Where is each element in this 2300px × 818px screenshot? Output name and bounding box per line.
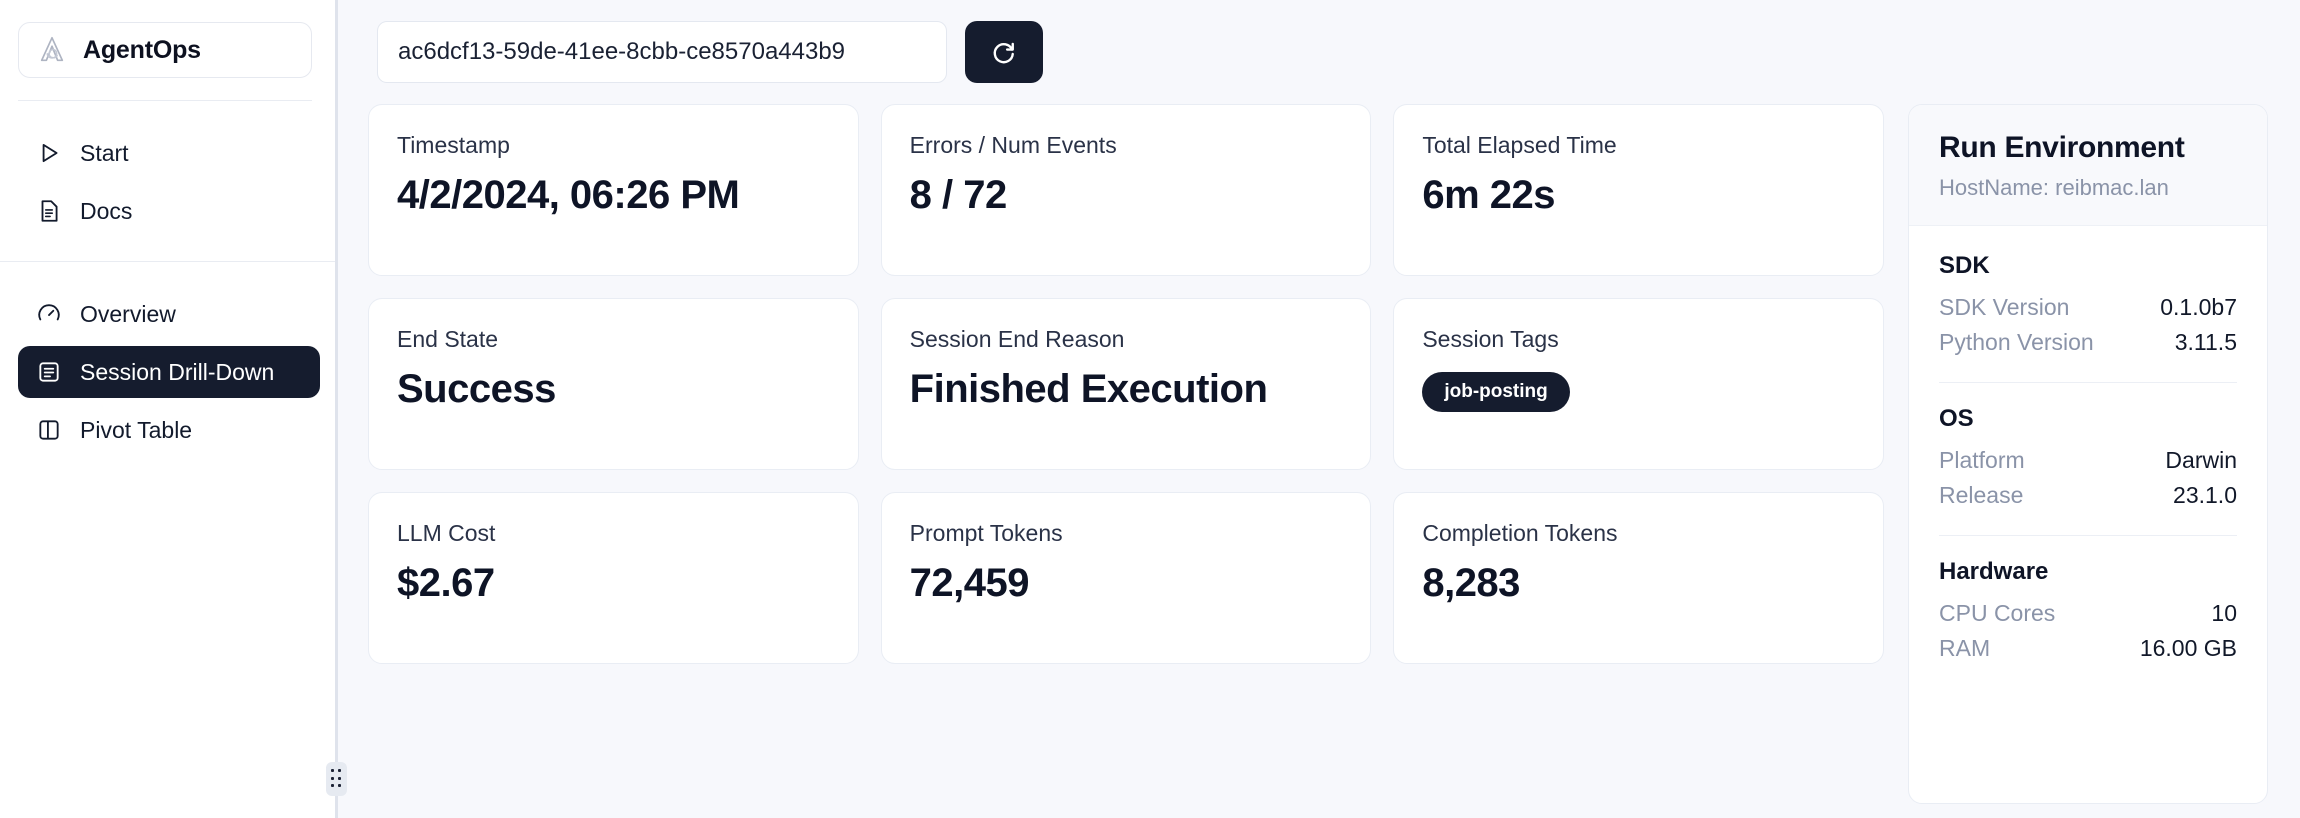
drag-dot — [331, 784, 334, 788]
sidebar-item-docs[interactable]: Docs — [18, 185, 320, 237]
drag-dot — [338, 769, 341, 772]
sidebar-divider-top — [18, 100, 312, 101]
status-badge[interactable]: job-posting — [1422, 372, 1570, 413]
env-row: RAM 16.00 GB — [1939, 631, 2237, 666]
env-section-os: OS Platform Darwin Release 23.1.0 — [1939, 405, 2237, 513]
list-panel-icon — [39, 362, 59, 382]
gauge-icon — [38, 304, 60, 321]
run-environment-panel: Run Environment HostName: reibmac.lan SD… — [1908, 104, 2268, 804]
main-content: Timestamp 4/2/2024, 06:26 PM Errors / Nu… — [338, 0, 2300, 818]
sidebar-item-label: Start — [80, 139, 129, 166]
session-id-input[interactable] — [377, 21, 947, 83]
metric-value: 72,459 — [909, 561, 1030, 606]
section-title: Hardware — [1939, 558, 2049, 585]
env-section-sdk: SDK SDK Version 0.1.0b7 Python Version 3… — [1939, 252, 2237, 360]
metric-value: 6m 22s — [1422, 173, 1555, 218]
sidebar-item-label: Pivot Table — [80, 416, 193, 443]
drag-dot — [338, 776, 341, 780]
brand-container: AgentOps — [0, 0, 338, 101]
metric-label: Session End Reason — [909, 326, 1125, 352]
agentops-logo-icon — [40, 36, 64, 62]
metric-label: Session Tags — [1422, 326, 1559, 352]
env-key: Python Version — [1939, 329, 2094, 355]
metric-value: Finished Execution — [909, 367, 1268, 412]
env-value: 3.11.5 — [2174, 329, 2237, 355]
sidebar-nav-primary: Start Docs — [0, 101, 338, 237]
dashboard-content: Timestamp 4/2/2024, 06:26 PM Errors / Nu… — [368, 104, 2268, 804]
hostname-label: HostName: reibmac.lan — [1939, 175, 2169, 200]
metric-label: Errors / Num Events — [909, 132, 1117, 158]
metric-label: Timestamp — [397, 132, 510, 158]
document-text-icon — [41, 200, 58, 222]
drag-dot — [338, 784, 341, 788]
metric-value: 8 / 72 — [909, 173, 1008, 218]
brand-button[interactable]: AgentOps — [18, 22, 312, 78]
metric-card-errors-num-events: Errors / Num Events 8 / 72 — [880, 104, 1372, 276]
env-key: Platform — [1939, 447, 2025, 473]
metric-card-session-end-reason: Session End Reason Finished Execution — [880, 298, 1372, 470]
play-triangle-icon — [42, 143, 58, 163]
env-key: SDK Version — [1939, 294, 2070, 320]
section-divider — [1939, 382, 2237, 383]
metric-value: 8,283 — [1422, 561, 1520, 606]
toolbar — [368, 0, 2268, 104]
section-title: SDK — [1939, 252, 1990, 279]
metric-card-prompt-tokens: Prompt Tokens 72,459 — [880, 492, 1372, 664]
run-environment-body: SDK SDK Version 0.1.0b7 Python Version 3… — [1909, 226, 2267, 696]
env-value: Darwin — [2165, 447, 2237, 473]
refresh-button[interactable] — [965, 21, 1043, 83]
metric-value: Success — [397, 367, 556, 412]
env-row: Python Version 3.11.5 — [1939, 325, 2237, 360]
env-key: CPU Cores — [1939, 600, 2056, 626]
metric-label: Prompt Tokens — [909, 520, 1063, 546]
sidebar-resize-track[interactable] — [335, 0, 338, 818]
sidebar-item-overview[interactable]: Overview — [18, 288, 320, 340]
metric-label: Completion Tokens — [1422, 520, 1618, 546]
drag-dot — [331, 769, 334, 772]
metric-card-timestamp: Timestamp 4/2/2024, 06:26 PM — [368, 104, 859, 276]
env-row: Platform Darwin — [1939, 443, 2237, 478]
metric-label: LLM Cost — [397, 520, 496, 546]
section-title: OS — [1939, 405, 1974, 432]
panel-title: Run Environment — [1939, 131, 2185, 164]
env-value: 0.1.0b7 — [2160, 294, 2237, 320]
metric-card-llm-cost: LLM Cost $2.67 — [368, 492, 859, 664]
metric-card-session-tags: Session Tags job-posting — [1393, 298, 1884, 470]
metric-value: $2.67 — [397, 561, 495, 606]
env-section-hardware: Hardware CPU Cores 10 RAM 16.00 GB — [1939, 558, 2237, 666]
env-value: 16.00 GB — [2139, 635, 2237, 661]
sidebar-nav-secondary: Overview Session Drill-Down Pivot Table — [0, 262, 338, 456]
columns-icon — [39, 420, 59, 440]
sidebar: AgentOps Start Docs — [0, 0, 347, 818]
brand-name: AgentOps — [83, 35, 201, 64]
sidebar-divider-mid — [0, 261, 338, 262]
sidebar-item-label: Session Drill-Down — [80, 358, 275, 385]
env-key: RAM — [1939, 635, 1991, 661]
env-row: CPU Cores 10 — [1939, 596, 2237, 631]
sidebar-item-session-drill-down[interactable]: Session Drill-Down — [18, 346, 320, 398]
drag-dots-icon[interactable] — [326, 762, 347, 796]
env-key: Release — [1939, 482, 2024, 508]
metric-card-end-state: End State Success — [368, 298, 859, 470]
sidebar-item-pivot-table[interactable]: Pivot Table — [18, 404, 320, 456]
env-row: Release 23.1.0 — [1939, 478, 2237, 513]
refresh-icon — [993, 42, 1014, 64]
drag-dot — [331, 776, 334, 780]
metric-card-total-elapsed-time: Total Elapsed Time 6m 22s — [1393, 104, 1884, 276]
run-environment-header: Run Environment HostName: reibmac.lan — [1909, 105, 2267, 226]
env-row: SDK Version 0.1.0b7 — [1939, 290, 2237, 325]
metric-card-grid: Timestamp 4/2/2024, 06:26 PM Errors / Nu… — [368, 104, 1884, 664]
env-value: 10 — [2211, 600, 2237, 626]
section-divider — [1939, 535, 2237, 536]
sidebar-item-label: Overview — [80, 300, 176, 327]
metric-value: 4/2/2024, 06:26 PM — [397, 173, 740, 218]
metric-label: End State — [397, 326, 499, 352]
metric-card-completion-tokens: Completion Tokens 8,283 — [1393, 492, 1884, 664]
sidebar-item-label: Docs — [80, 197, 133, 224]
sidebar-item-start[interactable]: Start — [18, 127, 320, 179]
env-value: 23.1.0 — [2173, 482, 2237, 508]
metric-label: Total Elapsed Time — [1422, 132, 1617, 158]
